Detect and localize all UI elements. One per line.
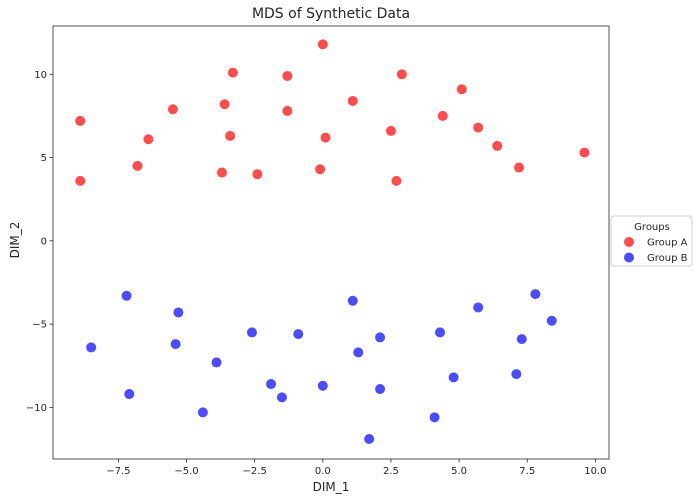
group-b-point — [353, 347, 364, 358]
group-b-point — [435, 327, 446, 338]
group-a-point — [75, 175, 86, 186]
group-b-point — [473, 302, 484, 313]
x-tick-label: 0.0 — [315, 466, 331, 477]
group-a-point — [282, 105, 293, 116]
group-b-point — [124, 389, 135, 400]
group-b-point — [170, 339, 181, 350]
group-b-point — [530, 289, 541, 300]
group-b-point — [317, 380, 328, 391]
legend-title: Groups — [634, 222, 670, 233]
group-b-point — [293, 329, 304, 340]
group-a-point — [143, 134, 154, 145]
x-tick-label: 10.0 — [584, 466, 606, 477]
group-b-point — [121, 290, 132, 301]
group-b-point — [448, 372, 459, 383]
chart-title: MDS of Synthetic Data — [252, 6, 410, 22]
group-b-point — [266, 379, 277, 390]
legend-label-group-b: Group B — [647, 253, 688, 264]
y-tick-label: −5 — [32, 320, 47, 331]
y-axis: −10 −5 0 5 10 — [26, 70, 53, 414]
group-a-point — [320, 132, 331, 143]
group-b-point — [511, 369, 522, 380]
group-b-point — [86, 342, 97, 353]
group-a-point — [315, 164, 326, 175]
group-a-point — [579, 147, 590, 158]
group-a-point — [492, 140, 503, 151]
y-tick-label: 0 — [41, 236, 47, 247]
group-b-point — [364, 434, 375, 445]
group-a-point — [514, 162, 525, 173]
x-axis-label: DIM_1 — [313, 480, 350, 494]
group-a-point — [132, 160, 143, 171]
group-a-point — [225, 130, 236, 141]
group-b-point — [173, 307, 184, 318]
data-marks — [75, 39, 590, 445]
y-axis-label: DIM_2 — [8, 222, 22, 259]
legend-marker-group-b — [624, 252, 634, 263]
group-a-point — [473, 122, 484, 133]
group-b-point — [211, 357, 222, 368]
group-a-point — [347, 95, 358, 106]
group-b-point — [546, 315, 557, 326]
y-tick-label: 10 — [34, 70, 47, 81]
group-b-point — [429, 412, 440, 423]
group-a-point — [75, 115, 86, 126]
group-a-point — [216, 167, 227, 178]
group-a-point — [456, 84, 467, 95]
legend: Groups Group A Group B — [610, 215, 693, 267]
group-a-point — [219, 99, 230, 110]
legend-marker-group-a — [624, 237, 634, 247]
group-a-point — [437, 110, 448, 121]
group-a-point — [167, 104, 178, 115]
group-b-point — [375, 384, 386, 395]
group-a-point — [252, 169, 263, 180]
x-tick-label: 2.5 — [383, 466, 399, 477]
group-b-point — [246, 327, 257, 338]
y-tick-label: 5 — [41, 153, 47, 164]
group-a-point — [396, 69, 407, 80]
plot-frame — [52, 25, 610, 460]
group-a-point — [385, 125, 396, 136]
x-tick-label: −2.5 — [243, 466, 267, 477]
group-b-point — [197, 407, 208, 418]
x-tick-label: −5.0 — [174, 466, 198, 477]
group-b-point — [276, 392, 287, 403]
legend-label-group-a: Group A — [647, 238, 688, 249]
group-a-point — [282, 70, 293, 81]
group-b-point — [516, 334, 527, 345]
x-tick-label: 7.5 — [519, 466, 535, 477]
group-a-point — [227, 67, 238, 78]
group-a-point — [317, 39, 328, 50]
y-tick-label: −10 — [26, 403, 47, 414]
group-b-point — [375, 332, 386, 343]
group-b-point — [347, 295, 358, 306]
x-tick-label: 5.0 — [451, 466, 467, 477]
x-axis: −7.5 −5.0 −2.5 0.0 2.5 5.0 7.5 10.0 — [106, 459, 607, 477]
group-a-point — [391, 175, 402, 186]
x-tick-label: −7.5 — [106, 466, 130, 477]
